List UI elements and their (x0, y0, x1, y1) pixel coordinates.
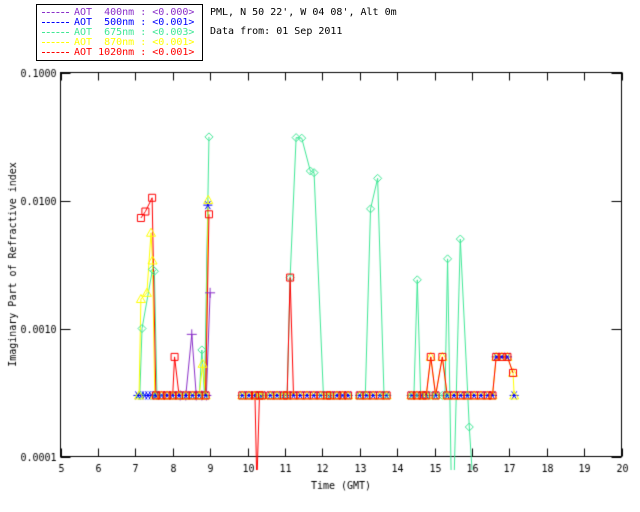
legend-label: AOT 675nm : <0.003> (74, 26, 195, 38)
legend-line-sample-icon (42, 21, 69, 23)
legend-label: AOT 1020nm : <0.001> (74, 47, 195, 59)
legend-entry: AOT 500nm : <0.001> (42, 16, 202, 28)
legend-line-sample-icon (42, 31, 69, 33)
legend-label: AOT 500nm : <0.001> (74, 16, 195, 28)
legend-label: AOT 870nm : <0.001> (74, 37, 195, 49)
legend: AOT 400nm : <0.000> AOT 500nm : <0.001> AO… (36, 4, 203, 61)
legend-entry: AOT 1020nm : <0.001> (42, 47, 202, 59)
legend-line-sample-icon (42, 11, 69, 13)
data-date-text: Data from: 01 Sep 2011 (210, 26, 343, 37)
legend-entry: AOT 870nm : <0.001> (42, 37, 202, 49)
legend-label: AOT 400nm : <0.000> (74, 6, 195, 18)
legend-entry: AOT 400nm : <0.000> (42, 6, 202, 18)
legend-entry: AOT 675nm : <0.003> (42, 26, 202, 38)
legend-line-sample-icon (42, 52, 69, 54)
site-location-text: PML, N 50 22', W 04 08', Alt 0m (210, 7, 397, 18)
legend-line-sample-icon (42, 42, 69, 44)
